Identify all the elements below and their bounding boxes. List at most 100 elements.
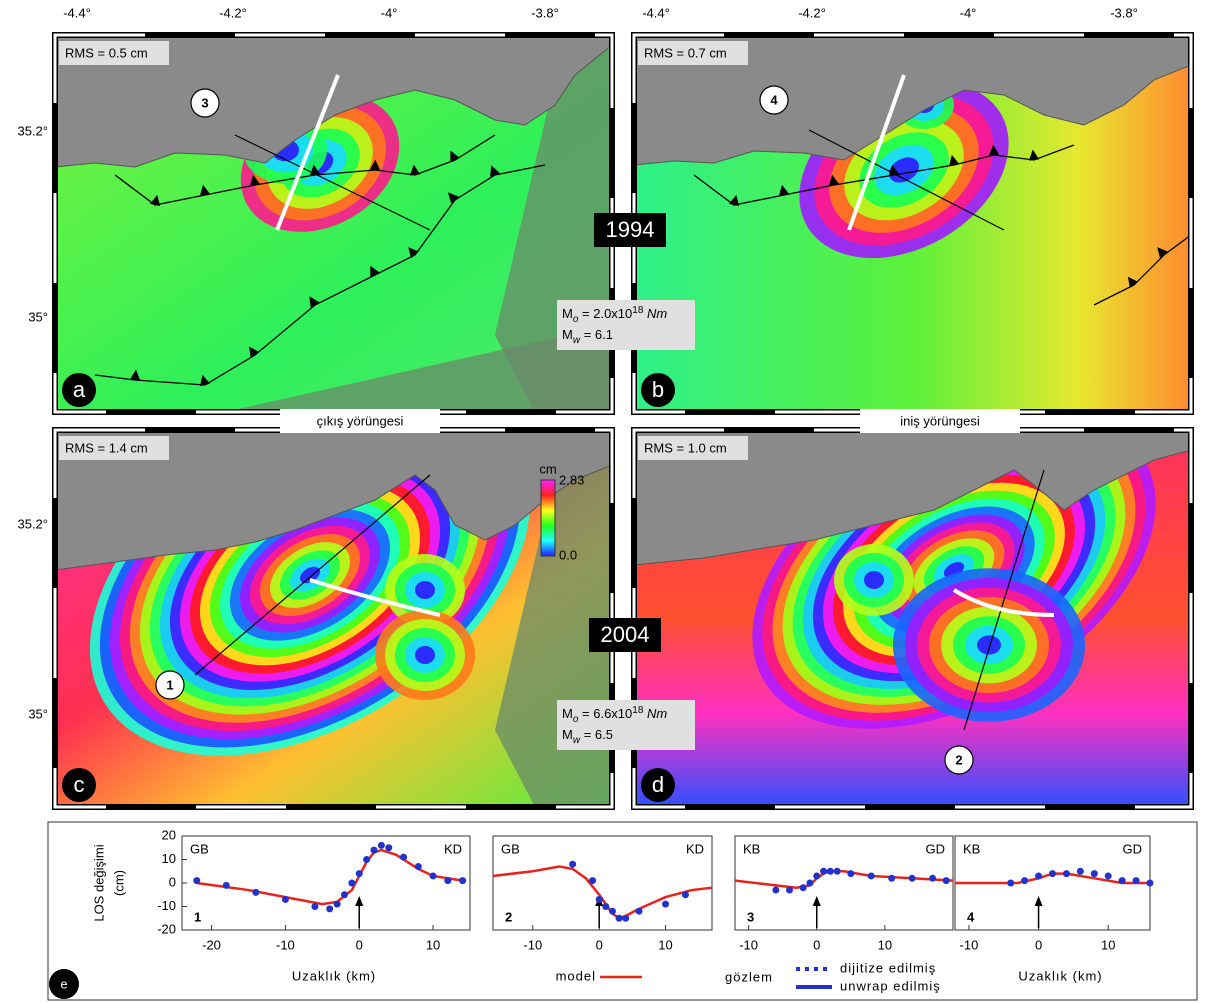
moment-mo: Mo = 2.0x1018 Nm — [562, 305, 667, 325]
observation — [1021, 877, 1029, 885]
observation — [608, 907, 616, 915]
profile-marker — [190, 88, 220, 118]
observation — [444, 877, 452, 885]
x-axis-label: Uzaklık (km) — [1018, 968, 1102, 983]
x-tick-label: 0 — [813, 937, 820, 952]
observation — [222, 881, 230, 889]
rms-label: RMS = 0.5 cm — [65, 45, 148, 60]
value: = 6.5 — [580, 727, 613, 742]
x-tick-label: 0 — [1035, 937, 1042, 952]
observation — [459, 877, 467, 885]
observation — [1118, 877, 1126, 885]
exponent: 18 — [632, 305, 644, 316]
symbol: M — [562, 706, 573, 721]
observation — [414, 863, 422, 871]
observation — [1076, 867, 1084, 875]
observation — [569, 860, 577, 868]
fault-trace — [275, 74, 340, 231]
moment-mo: Mo = 6.6x1018 Nm — [562, 705, 667, 725]
panel-letter: d — [652, 772, 664, 797]
observation — [1146, 879, 1154, 887]
profile-marker — [155, 670, 185, 700]
x-tick-label: 10 — [426, 937, 440, 952]
profile-number: 4 — [770, 92, 778, 107]
panel-letter-bg — [49, 969, 79, 999]
observation — [370, 846, 378, 854]
observation — [363, 856, 371, 863]
rms-label: RMS = 0.7 cm — [644, 45, 727, 60]
panel-letter-bg — [62, 768, 96, 802]
corner-label: KD — [686, 841, 704, 856]
observation — [826, 867, 834, 875]
observation — [908, 874, 916, 882]
unit: Nm — [643, 706, 667, 721]
lon-label: -3.8° — [1110, 5, 1138, 20]
panel-letter: c — [74, 772, 85, 797]
observation — [1049, 870, 1056, 878]
moment-box — [557, 700, 695, 750]
corner-label: KB — [743, 841, 760, 856]
observation — [193, 877, 201, 885]
fault — [94, 164, 546, 387]
lon-label: -4.4° — [642, 5, 670, 20]
rms-box — [638, 41, 748, 65]
subscript: w — [573, 735, 581, 746]
observation — [400, 853, 408, 861]
fault — [693, 144, 1075, 207]
legend-label: dijitize edilmiş — [840, 960, 936, 975]
profile-line — [808, 129, 1005, 231]
observation — [622, 914, 630, 922]
profile-number: 4 — [967, 909, 975, 924]
profile-line — [194, 474, 431, 676]
observation — [888, 874, 896, 882]
symbol: M — [562, 306, 573, 321]
observation — [589, 877, 597, 885]
y-axis-label: LOS değişimi — [91, 844, 106, 921]
observation — [333, 900, 341, 908]
plot-frame — [734, 835, 954, 931]
map-panel: 4 RMS = 0.7 cm b — [634, 35, 1191, 412]
y-tick-label: -10 — [157, 898, 176, 913]
corner-label: GB — [190, 841, 209, 856]
observation — [340, 891, 348, 899]
year-box — [589, 618, 661, 652]
fault-trace — [847, 74, 906, 231]
value: = 2.0x10 — [578, 306, 632, 321]
subscript: w — [573, 335, 581, 346]
observation — [867, 872, 875, 880]
land — [634, 430, 1191, 566]
fault-arrow-head — [812, 896, 821, 906]
observation — [1132, 877, 1140, 885]
lon-label: -4° — [960, 5, 977, 20]
map-panel: 2 RMS = 1.0 cm d — [634, 430, 1191, 807]
value: = 6.6x10 — [578, 706, 632, 721]
lat-label: 35.2° — [17, 516, 48, 531]
corner-label: GD — [926, 841, 946, 856]
observation — [1090, 870, 1098, 878]
observation — [311, 903, 319, 910]
y-axis-label: (cm) — [111, 870, 126, 896]
fault — [1093, 234, 1191, 306]
panel-letter: e — [60, 976, 67, 991]
observation — [429, 872, 437, 880]
corner-label: KB — [963, 841, 980, 856]
moment-mw: Mw = 6.1 — [562, 327, 613, 345]
land — [634, 35, 1191, 166]
y-tick-label: 10 — [162, 851, 176, 866]
observation — [929, 874, 937, 882]
moment-mw: Mw = 6.5 — [562, 727, 613, 745]
profile-line — [234, 134, 431, 231]
profile-number: 2 — [955, 752, 962, 767]
observation — [799, 884, 807, 892]
lat-label: 35° — [28, 706, 48, 721]
x-tick-label: -10 — [739, 937, 758, 952]
observation — [595, 895, 603, 903]
observation — [281, 895, 289, 903]
x-tick-label: 10 — [1101, 937, 1115, 952]
orbit-box — [280, 409, 440, 433]
colorbar-min: 0.0 — [559, 547, 577, 562]
moment-box — [557, 300, 695, 350]
observation — [326, 905, 334, 913]
legend-label: unwrap edilmiş — [840, 978, 941, 993]
observation — [385, 844, 393, 852]
